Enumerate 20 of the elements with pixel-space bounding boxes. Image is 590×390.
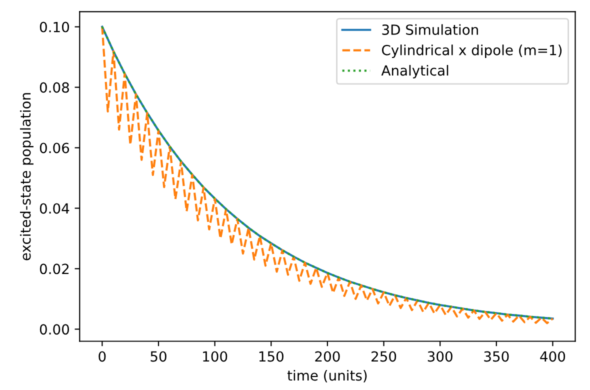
x-tick-label: 250 [372, 351, 396, 362]
y-tick-label: 0.08 [40, 82, 69, 93]
x-axis-title: time (units) [287, 370, 367, 382]
x-tick-label: 300 [428, 351, 452, 362]
y-axis-title: excited-state population [20, 93, 34, 260]
x-tick-label: 400 [540, 351, 566, 362]
y-tick-label: 0.10 [40, 22, 70, 32]
x-tick-label: 150 [259, 351, 284, 362]
legend-label: Analytical [381, 64, 448, 78]
x-tick-label: 200 [315, 351, 340, 362]
y-tick-label: 0.02 [40, 264, 69, 274]
y-tick-label: 0.04 [40, 203, 70, 214]
x-tick-label: 100 [203, 351, 228, 362]
x-tick-label: 50 [150, 351, 166, 362]
y-tick-label: 0.00 [40, 324, 70, 335]
y-tick-label: 0.06 [40, 142, 70, 154]
legend-label: 3D Simulation [382, 24, 478, 35]
x-tick-label: 350 [484, 351, 509, 362]
x-tick-label: 0 [98, 351, 106, 362]
legend-label: Cylindrical x dipole (m=1) [382, 44, 562, 58]
